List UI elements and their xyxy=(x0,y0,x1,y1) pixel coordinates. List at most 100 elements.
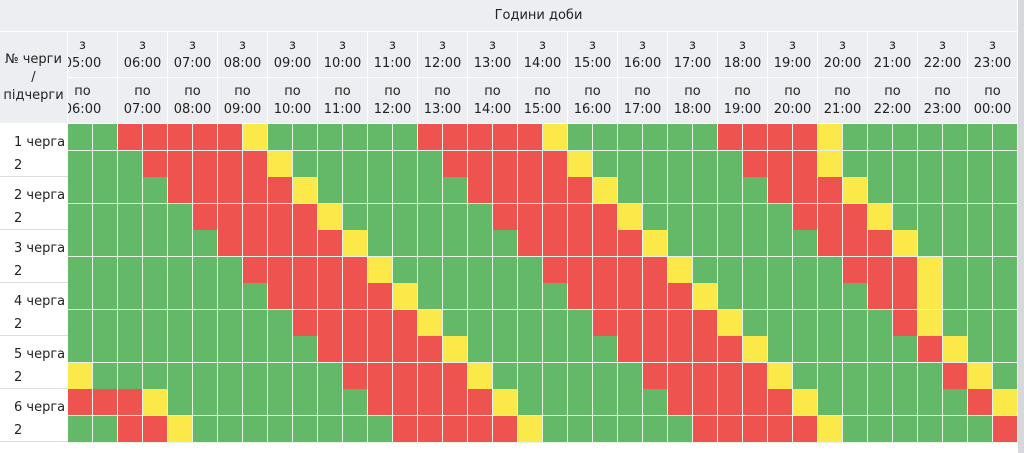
to-time: 00:00 xyxy=(973,101,1012,117)
slot-cell xyxy=(943,203,968,231)
slot-cell xyxy=(93,336,118,363)
slot-cell xyxy=(218,256,243,284)
hour-from: з 09:00 xyxy=(268,32,318,78)
from-time: 10:00 xyxy=(323,55,362,71)
slot-cell xyxy=(243,415,268,443)
slot-cell xyxy=(668,177,693,204)
hour-from: з 17:00 xyxy=(668,32,718,78)
slot-cell xyxy=(993,389,1018,416)
slot-cell xyxy=(268,415,293,443)
to-prefix: по xyxy=(684,83,701,99)
slot-cell xyxy=(593,415,618,443)
corner-header: № черги / підчерги xyxy=(0,32,68,124)
slot-cell xyxy=(118,177,143,204)
slot-cell xyxy=(218,203,243,231)
slot-cell xyxy=(118,256,143,284)
corner-text: № черги xyxy=(5,51,62,67)
slot-cell xyxy=(368,415,393,443)
slot-cell xyxy=(68,309,93,337)
slot-cell xyxy=(293,309,318,337)
slot-cell xyxy=(293,415,318,443)
slot-cell xyxy=(293,283,318,310)
slot-cell xyxy=(968,203,993,231)
slot-cell xyxy=(968,309,993,337)
slot-cell xyxy=(118,389,143,416)
slot-cell xyxy=(418,256,443,284)
slot-cell xyxy=(568,256,593,284)
slot-cell xyxy=(518,256,543,284)
slot-cell xyxy=(93,124,118,151)
slot-cell xyxy=(618,177,643,204)
slot-cell xyxy=(743,230,768,257)
slot-cell xyxy=(643,283,668,310)
slot-cell xyxy=(293,256,318,284)
slot-cell xyxy=(618,336,643,363)
slot-cell xyxy=(543,362,568,390)
slot-cell xyxy=(818,203,843,231)
slot-cell xyxy=(468,389,493,416)
slot-cell xyxy=(343,415,368,443)
sub-queue: 2 xyxy=(14,422,23,438)
slot-cell xyxy=(143,203,168,231)
slot-cell xyxy=(893,203,918,231)
hour-to: по 22:00 xyxy=(868,78,918,124)
slot-cell xyxy=(443,256,468,284)
slot-cell xyxy=(318,230,343,257)
slot-cell xyxy=(843,150,868,178)
slot-cell xyxy=(893,283,918,310)
slot-cell xyxy=(818,336,843,363)
from-time: 16:00 xyxy=(623,55,662,71)
slot-cell xyxy=(493,283,518,310)
slot-cell xyxy=(143,283,168,310)
to-prefix: по xyxy=(584,83,601,99)
hour-from: з 07:00 xyxy=(168,32,218,78)
to-prefix: по xyxy=(884,83,901,99)
slot-cell xyxy=(643,230,668,257)
slot-cell xyxy=(118,230,143,257)
slot-cell xyxy=(793,230,818,257)
slot-cell xyxy=(318,389,343,416)
hour-from: з 10:00 xyxy=(318,32,368,78)
slot-cell xyxy=(943,362,968,390)
slot-cell xyxy=(468,203,493,231)
queue-label: 2 xyxy=(0,415,68,442)
slot-cell xyxy=(743,283,768,310)
slot-cell xyxy=(93,230,118,257)
slot-cell xyxy=(968,415,993,443)
slot-cell xyxy=(918,309,943,337)
slot-cell xyxy=(593,150,618,178)
slot-cell xyxy=(493,150,518,178)
slot-cell xyxy=(618,283,643,310)
from-time: 05:00 xyxy=(63,55,102,71)
slot-cell xyxy=(368,283,393,310)
slot-cell xyxy=(168,124,193,151)
slot-cell xyxy=(193,150,218,178)
slot-cell xyxy=(218,309,243,337)
slot-cell xyxy=(368,256,393,284)
slot-cell xyxy=(793,309,818,337)
to-time: 22:00 xyxy=(873,101,912,117)
slot-cell xyxy=(818,415,843,443)
slot-cell xyxy=(193,415,218,443)
slot-cell xyxy=(393,203,418,231)
to-time: 09:00 xyxy=(223,101,262,117)
slot-cell xyxy=(818,362,843,390)
slot-cell xyxy=(443,309,468,337)
slot-cell xyxy=(268,336,293,363)
slot-cell xyxy=(368,362,393,390)
hour-to: по 15:00 xyxy=(518,78,568,124)
slot-cell xyxy=(293,230,318,257)
slot-cell xyxy=(243,336,268,363)
slot-cell xyxy=(668,389,693,416)
slot-cell xyxy=(818,389,843,416)
slot-cell xyxy=(768,150,793,178)
hour-from: з 12:00 xyxy=(418,32,468,78)
to-prefix: по xyxy=(734,83,751,99)
hour-from: з 13:00 xyxy=(468,32,518,78)
slot-cell xyxy=(868,336,893,363)
hour-to: по 16:00 xyxy=(568,78,618,124)
slot-cell xyxy=(568,203,593,231)
slot-cell xyxy=(668,150,693,178)
slot-cell xyxy=(868,256,893,284)
slot-cell xyxy=(793,124,818,151)
